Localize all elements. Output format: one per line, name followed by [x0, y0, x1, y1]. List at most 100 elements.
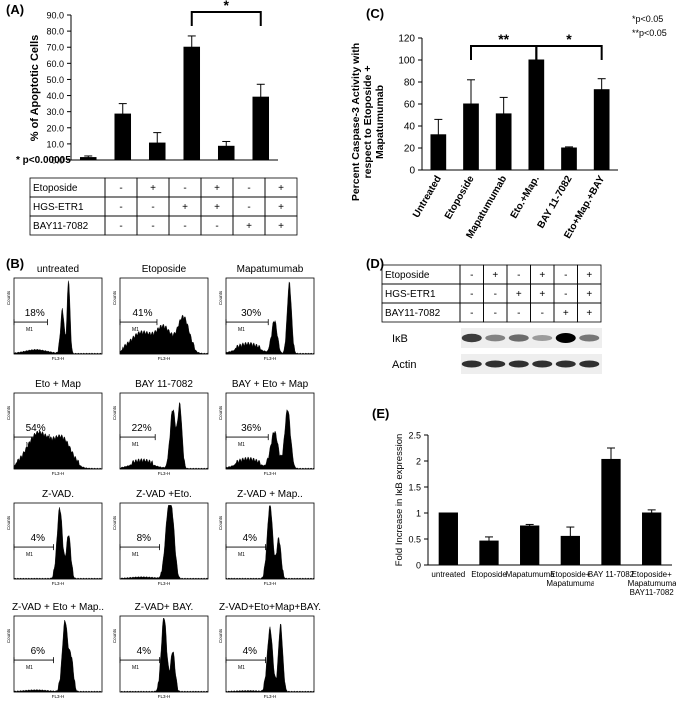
- axis-label: FL3-H: [158, 471, 171, 476]
- y-axis-label-box: Percent Caspase-3 Activity with respect …: [350, 42, 387, 202]
- table-text: +: [539, 289, 545, 300]
- gate-label: M1: [26, 442, 33, 448]
- gate-marker: [119, 657, 160, 664]
- y-tick-label: 20: [404, 144, 416, 155]
- y-axis-label: Percent Caspase-3 Activity with respect …: [350, 42, 387, 202]
- x-tick-label-box: Mapatumumab: [506, 570, 554, 579]
- bar: [593, 89, 610, 171]
- blot-label: IκB: [392, 333, 408, 345]
- significance-label: *: [224, 0, 230, 13]
- table-text: HGS-ETR1: [385, 289, 436, 300]
- table-text: +: [278, 183, 284, 194]
- percent-label: 4%: [243, 646, 258, 657]
- y-tick-label: 0.0: [51, 156, 64, 166]
- table-text: +: [214, 202, 220, 213]
- y-tick-label: 10.0: [46, 139, 64, 149]
- bar: [479, 540, 499, 566]
- gate-marker: [225, 544, 266, 551]
- table-text: -: [470, 270, 473, 281]
- y-tick-label: 60.0: [46, 59, 64, 69]
- gate-marker: [119, 319, 158, 326]
- bar: [438, 512, 458, 566]
- axis-label: Counts: [218, 405, 223, 420]
- axis-label: Counts: [6, 515, 11, 530]
- axis-label: FL3-H: [264, 471, 277, 476]
- axis-label: FL3-H: [264, 694, 277, 699]
- table-text: +: [182, 202, 188, 213]
- gate-marker: [13, 657, 54, 664]
- percent-label: 6%: [31, 646, 46, 657]
- error-bar: [499, 96, 508, 114]
- y-tick-label: 120: [398, 34, 415, 45]
- histogram: [13, 280, 103, 355]
- percent-label: 41%: [132, 308, 152, 319]
- y-tick-label: 60: [404, 100, 416, 111]
- x-tick-label-box: BAY 11-7082: [588, 570, 634, 579]
- gate-marker: [225, 319, 269, 326]
- bar: [495, 113, 512, 171]
- y-tick-label: 20.0: [46, 123, 64, 133]
- table-text: -: [119, 183, 122, 194]
- y-tick-label: 40.0: [46, 91, 64, 101]
- histogram-title: Z-VAD+Eto+Map+BAY.: [219, 602, 321, 613]
- blot-band: [485, 360, 506, 368]
- axis-label: FL3-H: [158, 356, 171, 361]
- gate-label: M1: [26, 552, 33, 558]
- gate-label: M1: [132, 327, 139, 333]
- x-tick-label: Eto.+Map.: [509, 174, 542, 221]
- histogram-title: BAY 11-7082: [135, 379, 193, 390]
- y-tick-label: 0: [416, 561, 421, 571]
- table-text: -: [151, 221, 154, 232]
- bar: [430, 134, 447, 171]
- x-tick-label: Etoposide+ Mapatumumab+ BAY11-7082: [627, 570, 676, 598]
- error-bar: [607, 447, 615, 460]
- axis-label: Counts: [112, 405, 117, 420]
- bar: [642, 512, 662, 566]
- histogram: [13, 430, 103, 470]
- bar: [114, 113, 132, 161]
- gate-label: M1: [238, 442, 245, 448]
- table-text: +: [150, 183, 156, 194]
- axis-label: FL3-H: [52, 356, 65, 361]
- bar: [601, 458, 621, 566]
- histogram-title: BAY + Eto + Map: [232, 379, 309, 390]
- significance-bracket: [535, 45, 603, 60]
- error-bar: [434, 118, 443, 135]
- gate-marker: [119, 544, 160, 551]
- table-text: +: [563, 308, 569, 319]
- error-bar: [84, 155, 93, 158]
- blot-band: [461, 333, 482, 343]
- histogram: [225, 623, 315, 693]
- blot-label: Actin: [392, 359, 416, 371]
- percent-label: 54%: [26, 423, 46, 434]
- axis-label: FL3-H: [52, 581, 65, 586]
- histogram-frame: [13, 277, 103, 355]
- histogram: [119, 505, 209, 580]
- y-tick-label: 40: [404, 122, 416, 133]
- y-tick-label: 70.0: [46, 43, 64, 53]
- histogram-title: Mapatumumab: [237, 264, 304, 275]
- y-tick-label: 80: [404, 78, 416, 89]
- panel-label: (B): [6, 256, 24, 271]
- percent-label: 4%: [31, 533, 46, 544]
- error-bar: [565, 146, 573, 148]
- blot-band: [532, 334, 553, 342]
- histogram-title: Z-VAD + Map..: [237, 489, 303, 500]
- panel-label: (E): [372, 406, 389, 421]
- y-tick-label: 0.5: [408, 535, 421, 545]
- y-tick-label: 80.0: [46, 27, 64, 37]
- histogram-title: untreated: [37, 264, 79, 275]
- bar: [520, 525, 540, 566]
- y-tick-label: 2.5: [408, 431, 421, 441]
- histogram-title: Z-VAD +Eto.: [136, 489, 192, 500]
- gate-marker: [225, 434, 269, 441]
- percent-label: 8%: [137, 533, 152, 544]
- table-text: Etoposide: [385, 270, 430, 281]
- y-tick-label: 50.0: [46, 75, 64, 85]
- significance-bracket: [470, 45, 538, 60]
- error-bar: [525, 523, 534, 526]
- blot-band: [579, 360, 600, 368]
- y-tick-label: 1: [416, 509, 421, 519]
- histogram: [225, 504, 315, 580]
